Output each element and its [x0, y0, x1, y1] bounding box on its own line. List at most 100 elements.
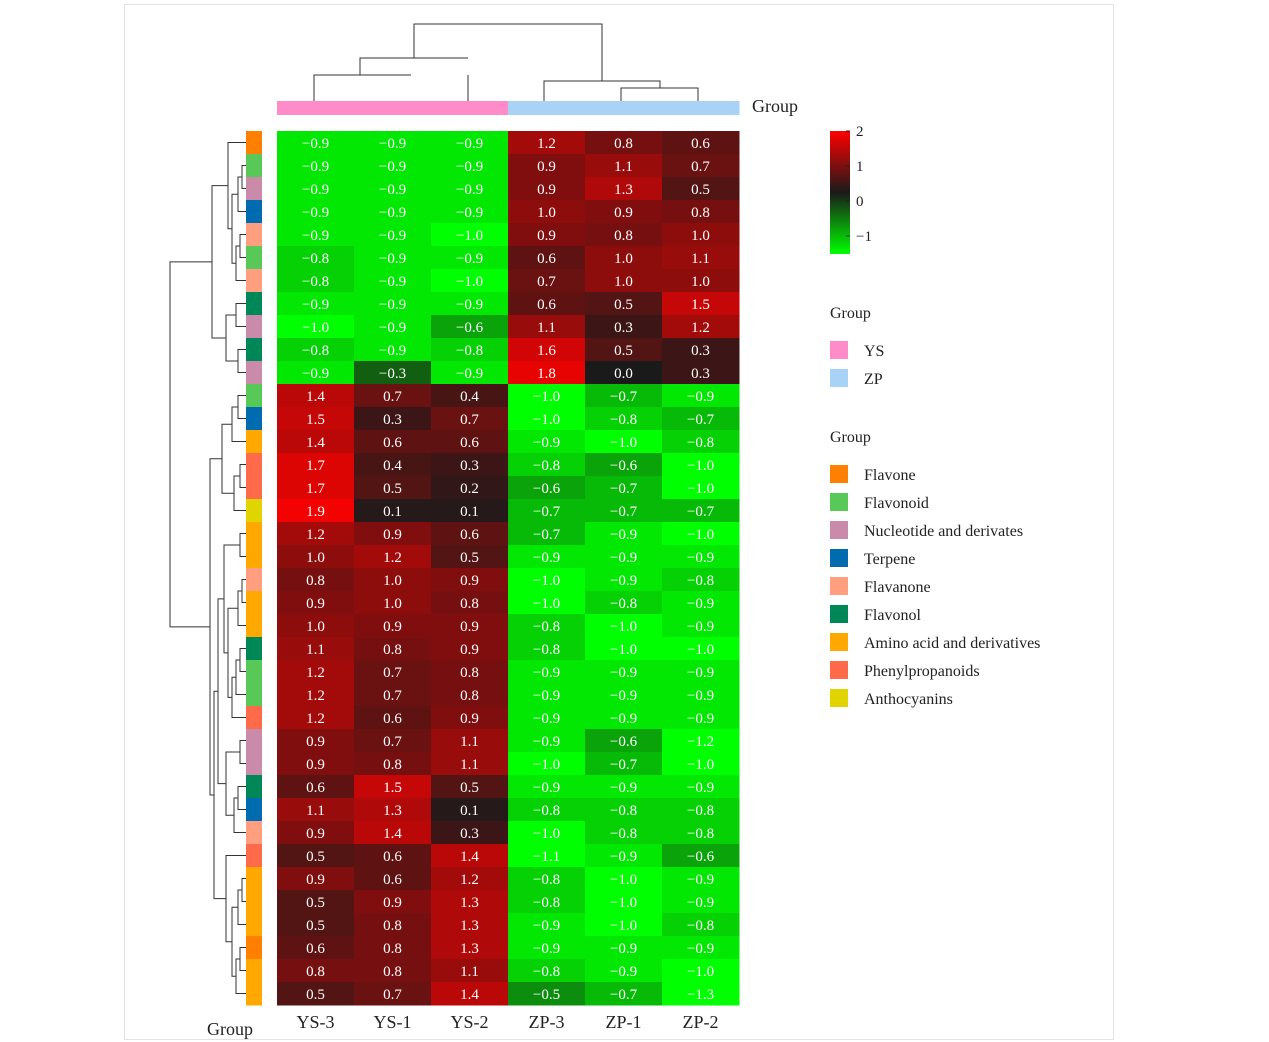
cell-value-label: −0.8: [533, 803, 560, 819]
heatmap-cell: [508, 545, 586, 569]
heatmap-cell: [431, 545, 509, 569]
heatmap-cell: [585, 821, 663, 845]
heatmap-cell: [431, 430, 509, 454]
cell-value-label: 0.6: [383, 435, 402, 451]
heatmap-cell: [662, 982, 740, 1006]
cell-value-label: −0.9: [302, 182, 329, 198]
heatmap-cell: [585, 614, 663, 638]
heatmap-cell: [277, 453, 355, 477]
cell-value-label: −0.9: [687, 596, 714, 612]
group-annotation-cell: [277, 101, 355, 115]
heatmap-cell: [662, 522, 740, 546]
cell-value-label: −0.8: [533, 872, 560, 888]
cell-value-label: −0.9: [533, 918, 560, 934]
class-annotation-cell: [246, 269, 262, 293]
cell-value-label: 0.5: [306, 849, 325, 865]
heatmap-cell: [508, 338, 586, 362]
cell-value-label: 0.6: [383, 711, 402, 727]
heatmap-cell: [585, 798, 663, 822]
column-labels: YS-3 YS-1 YS-2 ZP-3 ZP-1 ZP-2: [296, 1012, 718, 1032]
class-annotation-cell: [246, 637, 262, 661]
cell-value-label: 1.1: [614, 159, 633, 175]
cell-value-label: 0.8: [614, 228, 633, 244]
cell-value-label: 0.7: [383, 688, 402, 704]
heatmap-cell: [585, 269, 663, 293]
cell-value-label: 0.1: [460, 504, 479, 520]
heatmap-cell: [277, 476, 355, 500]
heatmap-cell: [277, 913, 355, 937]
row-dendro-link: [239, 464, 246, 488]
heatmap-cell: [662, 246, 740, 270]
heatmap-cell: [277, 890, 355, 914]
heatmap-cell: [277, 706, 355, 730]
cell-value-label: 0.3: [691, 343, 710, 359]
heatmap-cell: [277, 844, 355, 868]
cell-value-label: −1.0: [687, 458, 714, 474]
legend-class-label: Phenylpropanoids: [864, 663, 980, 680]
row-dendro-link: [237, 786, 246, 810]
cell-value-label: 0.6: [460, 435, 479, 451]
cell-value-label: 0.7: [383, 665, 402, 681]
heatmap-cell: [431, 614, 509, 638]
heatmap-cell: [662, 867, 740, 891]
heatmap-cell: [431, 568, 509, 592]
cell-value-label: 0.9: [306, 596, 325, 612]
heatmap-cell: [354, 246, 432, 270]
cell-value-label: −0.7: [687, 412, 715, 428]
legend-group-swatch: [830, 341, 848, 359]
cell-value-label: 0.2: [460, 481, 479, 497]
cell-value-label: 1.0: [537, 205, 556, 221]
heatmap-cell: [585, 338, 663, 362]
heatmap-cell: [662, 614, 740, 638]
heatmap-cell: [508, 706, 586, 730]
heatmap-cell: [354, 545, 432, 569]
cell-value-label: −0.7: [610, 504, 638, 520]
heatmap-cell: [585, 913, 663, 937]
left-class-annotation: [246, 131, 262, 1006]
heatmap-cell: [354, 775, 432, 799]
heatmap-cell: [354, 683, 432, 707]
heatmap-cell: [431, 499, 509, 523]
cell-value-label: −1.0: [610, 435, 637, 451]
cell-value-label: 1.3: [460, 941, 479, 957]
cell-value-label: 1.0: [614, 274, 633, 290]
class-annotation-cell: [246, 729, 262, 753]
heatmap-cell: [508, 568, 586, 592]
column-label: ZP-1: [606, 1012, 642, 1032]
cell-value-label: −1.0: [533, 596, 560, 612]
heatmap-cell: [585, 476, 663, 500]
cell-value-label: 0.6: [383, 872, 402, 888]
cell-value-label: −0.9: [302, 366, 329, 382]
heatmap-cell: [662, 591, 740, 615]
heatmap-cell: [585, 177, 663, 201]
cell-value-label: 0.9: [537, 159, 556, 175]
heatmap-cell: [354, 315, 432, 339]
cell-value-label: 1.4: [460, 849, 479, 865]
col-dendro-link: [413, 23, 603, 81]
cell-value-label: 0.8: [383, 964, 402, 980]
cell-value-label: −0.7: [610, 987, 638, 1003]
heatmap-cell: [354, 522, 432, 546]
heatmap-cell: [662, 154, 740, 178]
column-label: YS-2: [450, 1012, 488, 1032]
cell-value-label: 0.7: [383, 987, 402, 1003]
heatmap-cell: [585, 430, 663, 454]
legend-class-swatch: [830, 633, 848, 651]
column-label: YS-1: [373, 1012, 411, 1032]
cell-value-label: −0.9: [379, 159, 406, 175]
left-annotation-label: Group: [207, 1019, 253, 1039]
heatmap-cell: [277, 568, 355, 592]
heatmap-cell: [585, 246, 663, 270]
heatmap-cell: [277, 499, 355, 523]
heatmap-cell: [585, 775, 663, 799]
class-annotation-cell: [246, 775, 262, 799]
heatmap-cell: [277, 867, 355, 891]
heatmap-cell: [662, 706, 740, 730]
heatmap-cell: [277, 269, 355, 293]
heatmap-cell: [354, 706, 432, 730]
cell-value-label: −0.9: [533, 780, 560, 796]
heatmap-cell: [431, 775, 509, 799]
cell-value-label: 1.1: [460, 757, 479, 773]
cell-value-label: −0.9: [610, 665, 637, 681]
heatmap-cell: [431, 729, 509, 753]
